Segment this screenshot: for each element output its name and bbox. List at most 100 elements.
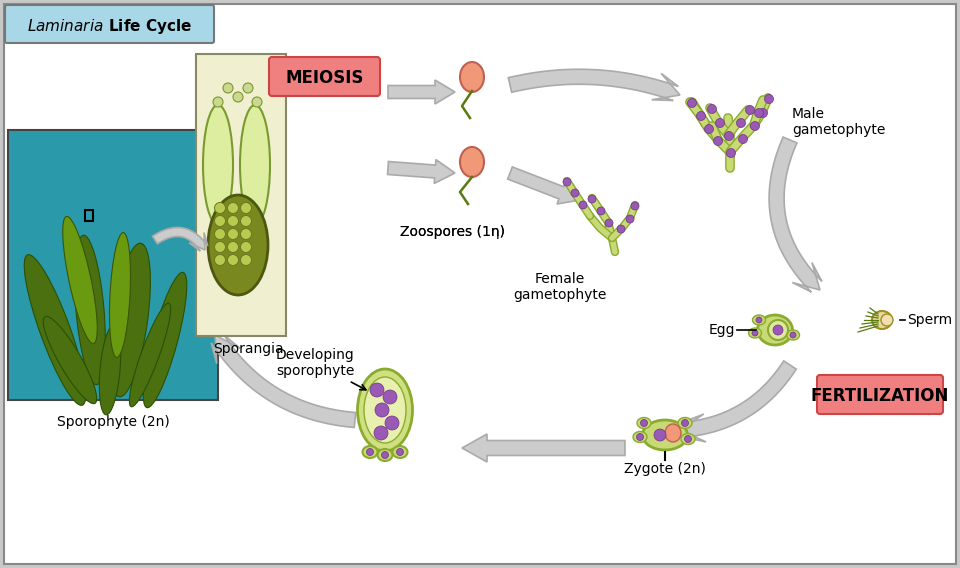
Polygon shape [508, 167, 580, 204]
Circle shape [755, 108, 763, 118]
Polygon shape [509, 69, 680, 101]
Text: Male
gametophyte: Male gametophyte [792, 107, 885, 137]
Circle shape [241, 203, 252, 214]
FancyBboxPatch shape [196, 54, 286, 336]
Ellipse shape [364, 377, 406, 443]
Ellipse shape [753, 315, 765, 325]
Ellipse shape [363, 446, 377, 458]
FancyBboxPatch shape [269, 57, 380, 96]
Circle shape [684, 436, 691, 442]
Ellipse shape [460, 62, 484, 92]
Circle shape [381, 452, 389, 458]
Circle shape [228, 203, 238, 214]
Circle shape [588, 195, 596, 203]
Circle shape [727, 148, 735, 157]
Circle shape [241, 228, 252, 240]
Circle shape [773, 325, 783, 335]
Ellipse shape [768, 320, 788, 340]
Circle shape [640, 420, 647, 427]
Circle shape [751, 122, 759, 131]
Circle shape [241, 215, 252, 227]
Circle shape [682, 420, 688, 427]
Circle shape [213, 97, 223, 107]
Ellipse shape [637, 417, 651, 428]
Circle shape [228, 228, 238, 240]
Ellipse shape [208, 195, 268, 295]
Ellipse shape [678, 417, 692, 428]
Circle shape [738, 135, 748, 144]
Circle shape [374, 426, 388, 440]
Circle shape [697, 111, 706, 120]
Ellipse shape [143, 272, 187, 408]
Polygon shape [211, 335, 356, 428]
Circle shape [228, 215, 238, 227]
Circle shape [654, 429, 666, 441]
Circle shape [214, 203, 226, 214]
Circle shape [636, 433, 643, 441]
Ellipse shape [872, 311, 892, 329]
Circle shape [571, 189, 579, 197]
Ellipse shape [240, 105, 270, 225]
Circle shape [241, 254, 252, 265]
Ellipse shape [24, 254, 85, 406]
Circle shape [708, 105, 716, 114]
Ellipse shape [357, 369, 413, 451]
Ellipse shape [881, 314, 893, 326]
Circle shape [605, 219, 613, 227]
Circle shape [764, 94, 774, 103]
Text: Developing
sporophyte: Developing sporophyte [276, 348, 366, 390]
Polygon shape [388, 80, 455, 104]
Circle shape [228, 241, 238, 253]
Bar [85, 210, 93, 221]
Circle shape [243, 83, 253, 93]
Circle shape [563, 178, 571, 186]
Text: Zoospores (1η): Zoospores (1η) [399, 225, 505, 239]
FancyBboxPatch shape [5, 5, 214, 43]
Polygon shape [769, 137, 822, 292]
Circle shape [597, 207, 605, 215]
Text: Egg: Egg [708, 323, 735, 337]
Circle shape [223, 83, 233, 93]
Text: Female
gametophyte: Female gametophyte [514, 272, 607, 302]
Polygon shape [680, 361, 796, 442]
Circle shape [631, 202, 639, 210]
Ellipse shape [109, 243, 151, 397]
Circle shape [626, 215, 634, 223]
Text: MEIOSIS: MEIOSIS [286, 69, 364, 87]
Ellipse shape [62, 216, 97, 344]
Bar [8, 130, 218, 400]
Circle shape [241, 241, 252, 253]
Circle shape [746, 106, 755, 115]
Circle shape [579, 201, 587, 209]
FancyBboxPatch shape [817, 375, 943, 414]
Circle shape [370, 383, 384, 397]
Circle shape [725, 132, 733, 140]
Text: Sporangia: Sporangia [213, 342, 283, 356]
Ellipse shape [109, 232, 131, 357]
Ellipse shape [75, 235, 106, 385]
Circle shape [375, 403, 389, 417]
Polygon shape [388, 160, 455, 183]
Ellipse shape [203, 105, 233, 225]
Circle shape [687, 98, 697, 107]
Ellipse shape [460, 147, 484, 177]
Text: Sporophyte (2n): Sporophyte (2n) [57, 415, 169, 429]
Ellipse shape [377, 449, 393, 461]
Text: Zoospores (1n): Zoospores (1n) [399, 225, 505, 239]
Ellipse shape [642, 420, 687, 450]
Circle shape [756, 317, 762, 323]
Circle shape [214, 228, 226, 240]
Ellipse shape [633, 432, 647, 442]
Circle shape [385, 416, 399, 430]
Circle shape [214, 215, 226, 227]
Ellipse shape [786, 330, 800, 340]
Ellipse shape [749, 328, 761, 338]
Circle shape [252, 97, 262, 107]
Ellipse shape [665, 424, 681, 442]
Circle shape [758, 108, 767, 118]
Ellipse shape [393, 446, 407, 458]
Ellipse shape [99, 325, 121, 415]
Polygon shape [153, 228, 207, 251]
Text: FERTILIZATION: FERTILIZATION [811, 387, 949, 405]
Text: Sperm: Sperm [907, 313, 952, 327]
